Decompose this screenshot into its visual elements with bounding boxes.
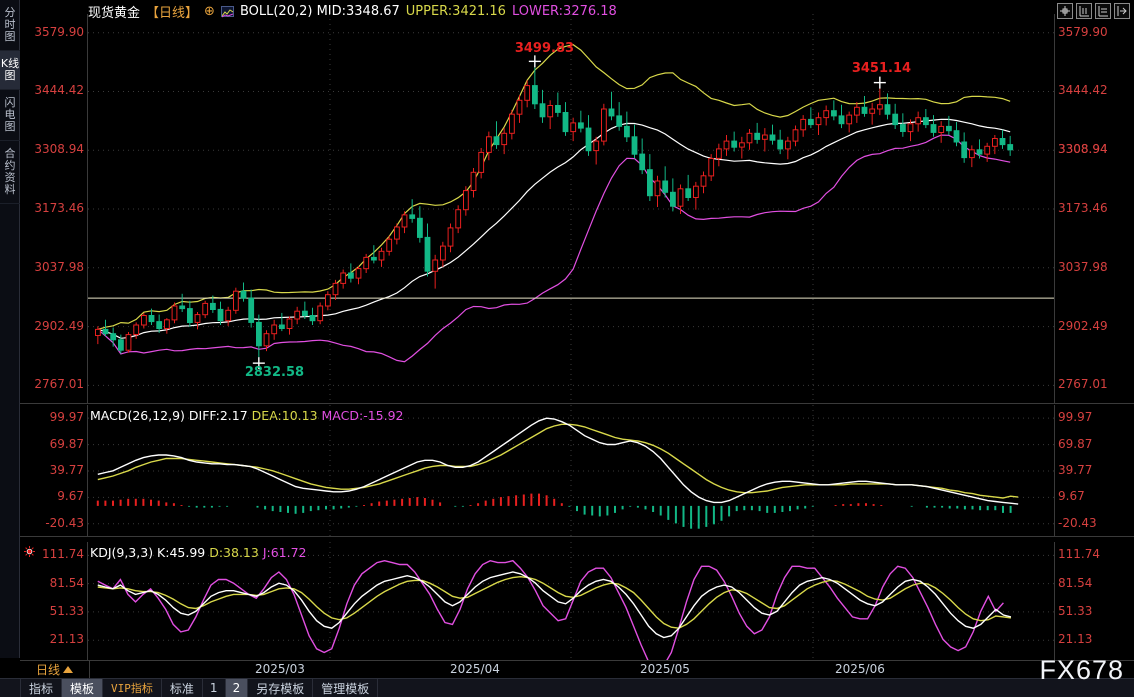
macd-title: MACD(26,12,9) DIFF:2.17 DEA:10.13 MACD:-… [90,408,404,423]
kdj-k-label: KDJ(9,3,3) K:45.99 [90,545,206,560]
symbol-name: 现货黄金 [88,5,141,21]
axis-tick-left: 81.54 [49,575,84,590]
left-sidebar: 分时图 K线图 闪电图 合约资料 [0,0,20,658]
axis-tick-right: 2767.01 [1058,377,1108,392]
axis-tick-right: 99.97 [1058,410,1093,425]
axis-tick-left: 9.67 [57,489,84,504]
scale-vertical-icon[interactable] [1076,3,1092,19]
axis-tick-right: 9.67 [1058,489,1085,504]
macd-value-label: MACD:-15.92 [321,408,404,423]
price-axis-right: 3579.90 3444.42 3308.94 3173.46 3037.98 2902.… [1054,14,1134,403]
annotation-period-low: 2832.58 [244,365,305,381]
annotation-period-high: 3499.83 [514,41,575,57]
axis-tick-right: -20.43 [1058,515,1097,530]
sidebar-item-timeshare[interactable]: 分时图 [0,0,20,51]
chart-toolbar [1057,3,1130,19]
period-indicator[interactable]: 日线 [20,660,90,678]
macd-plot-area[interactable] [88,405,1054,537]
sun-alert-icon[interactable] [24,546,35,557]
scale-horizontal-icon[interactable] [1095,3,1111,19]
axis-tick-left: 99.97 [49,410,84,425]
axis-tick-right: 3173.46 [1058,201,1108,216]
boll-lower-value: LOWER:3276.18 [511,3,617,19]
axis-tick-left: 3579.90 [34,24,84,39]
macd-dea-label: DEA:10.13 [251,408,318,423]
axis-tick-right: 39.77 [1058,462,1093,477]
kdj-plot-area[interactable] [88,542,1054,660]
toolbar-item-save-template[interactable]: 另存模板 [248,679,314,697]
up-triangle-icon [63,665,73,673]
date-axis-label: 2025/05 [640,662,690,676]
axis-tick-right: 3037.98 [1058,259,1108,274]
kdj-d-label: D:38.13 [209,545,259,560]
kdj-axis-left: 111.74 81.54 51.33 21.13 [20,542,88,660]
last-price-tag: 3308.94 [1058,141,1108,156]
axis-tick-right: 2902.49 [1058,318,1108,333]
sidebar-item-lightning[interactable]: 闪电图 [0,90,20,141]
axis-tick-right: 69.87 [1058,436,1093,451]
axis-tick-right: 51.33 [1058,603,1093,618]
toolbar-item-indicators[interactable]: 指标 [20,679,63,697]
toolbar-item-manage-template[interactable]: 管理模板 [313,679,379,697]
axis-tick-right: 21.13 [1058,632,1093,647]
axis-tick-left: 3308.94 [34,142,84,157]
price-panel[interactable]: 3579.90 3444.42 3308.94 3173.46 3037.98 2902.… [20,14,1134,404]
period-indicator-label: 日线 [35,662,60,677]
bottom-toolbar: 指标 模板 VIP指标 标准 1 2 另存模板 管理模板 [0,678,1134,697]
toolbar-item-vip-indicators[interactable]: VIP指标 [103,679,162,697]
axis-tick-left: 51.33 [49,603,84,618]
date-axis-label: 2025/04 [450,662,500,676]
date-axis-label: 2025/06 [835,662,885,676]
period-label: 【日线】 [146,5,199,21]
axis-tick-right: 111.74 [1058,547,1100,562]
sidebar-item-contract-info[interactable]: 合约资料 [0,141,20,204]
macd-axis-right: 99.97 69.87 39.77 9.67 -20.43 [1054,405,1134,536]
toolbar-item-templates[interactable]: 模板 [62,679,104,697]
boll-indicator-text: BOLL(20,2) MID:3348.67 [239,3,400,19]
boll-upper-value: UPPER:3421.16 [405,3,506,19]
axis-tick-left: 2767.01 [34,377,84,392]
axis-tick-left: 3444.42 [34,83,84,98]
date-axis: 2025/03 2025/04 2025/05 2025/06 [20,660,1134,678]
axis-tick-left: 21.13 [49,632,84,647]
macd-axis-left: 99.97 69.87 39.77 9.67 -20.43 [20,405,88,536]
macd-panel[interactable]: MACD(26,12,9) DIFF:2.17 DEA:10.13 MACD:-… [20,405,1134,537]
toolbar-item-slot-2[interactable]: 2 [225,679,249,697]
toolbar-item-slot-1[interactable]: 1 [203,679,226,697]
fit-chart-icon[interactable] [1057,3,1073,19]
watermark: FX678 [1039,655,1124,685]
axis-tick-left: 3173.46 [34,201,84,216]
toolbar-item-standard[interactable]: 标准 [162,679,203,697]
crosshair-circle-icon[interactable]: ⊕ [204,3,215,19]
kdj-j-label: J:61.72 [262,545,307,560]
chart-header: 现货黄金 【日线】 ⊕ BOLL(20,2) MID:3348.67 UPPER… [88,2,617,21]
price-axis-left: 3579.90 3444.42 3308.94 3173.46 3037.98 2902.… [20,14,88,403]
kdj-title: KDJ(9,3,3) K:45.99 D:38.13 J:61.72 [90,545,307,560]
boll-chart-icon[interactable] [220,5,234,17]
axis-tick-right: 81.54 [1058,575,1093,590]
axis-tick-right: 3308.94 [1058,142,1108,157]
kdj-panel[interactable]: KDJ(9,3,3) K:45.99 D:38.13 J:61.72 111.7… [20,542,1134,660]
axis-tick-left: 111.74 [42,547,84,562]
shift-right-icon[interactable] [1114,3,1130,19]
macd-diff-label: MACD(26,12,9) DIFF:2.17 [90,408,248,423]
axis-tick-left: 2902.49 [34,318,84,333]
price-plot-area[interactable] [88,14,1054,404]
annotation-local-high: 3451.14 [851,60,912,76]
date-axis-label: 2025/03 [255,662,305,676]
axis-tick-left: 3037.98 [34,259,84,274]
sidebar-item-kline[interactable]: K线图 [0,51,20,90]
axis-tick-left: 39.77 [49,462,84,477]
kdj-axis-right: 111.74 81.54 51.33 21.13 [1054,542,1134,660]
axis-tick-left: 69.87 [49,436,84,451]
axis-tick-right: 3444.42 [1058,83,1108,98]
axis-tick-right: 3579.90 [1058,24,1108,39]
axis-tick-left: -20.43 [45,515,84,530]
